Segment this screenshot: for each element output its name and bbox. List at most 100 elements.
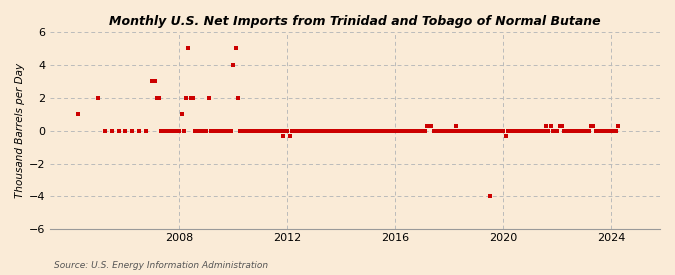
Point <box>572 128 583 133</box>
Point <box>439 128 450 133</box>
Point <box>208 128 219 133</box>
Point <box>107 128 117 133</box>
Point <box>294 128 304 133</box>
Point <box>287 128 298 133</box>
Point <box>226 128 237 133</box>
Point <box>599 128 610 133</box>
Point <box>206 128 217 133</box>
Point <box>518 128 529 133</box>
Point <box>527 128 538 133</box>
Point <box>395 128 406 133</box>
Point <box>537 128 547 133</box>
Point <box>181 95 192 100</box>
Point <box>591 128 601 133</box>
Point <box>491 128 502 133</box>
Point <box>462 128 473 133</box>
Text: Source: U.S. Energy Information Administration: Source: U.S. Energy Information Administ… <box>54 260 268 270</box>
Point <box>446 128 457 133</box>
Point <box>165 128 176 133</box>
Point <box>520 128 531 133</box>
Point <box>543 128 554 133</box>
Point <box>314 128 325 133</box>
Point <box>437 128 448 133</box>
Point <box>190 128 200 133</box>
Point <box>331 128 342 133</box>
Point <box>552 128 563 133</box>
Point <box>406 128 416 133</box>
Point <box>525 128 536 133</box>
Point <box>127 128 138 133</box>
Point <box>568 128 578 133</box>
Point <box>161 128 171 133</box>
Point <box>554 123 565 128</box>
Point <box>354 128 365 133</box>
Point <box>134 128 144 133</box>
Point <box>336 128 347 133</box>
Point <box>408 128 419 133</box>
Point <box>507 128 518 133</box>
Point <box>489 128 500 133</box>
Point <box>419 128 430 133</box>
Point <box>493 128 504 133</box>
Point <box>264 128 275 133</box>
Point <box>120 128 131 133</box>
Point <box>275 128 286 133</box>
Point <box>496 128 507 133</box>
Point <box>156 128 167 133</box>
Point <box>557 123 568 128</box>
Point <box>228 63 239 67</box>
Point <box>375 128 385 133</box>
Point <box>433 128 443 133</box>
Point <box>498 128 509 133</box>
Point <box>593 128 603 133</box>
Point <box>483 128 493 133</box>
Point <box>601 128 612 133</box>
Point <box>93 95 104 100</box>
Point <box>159 128 169 133</box>
Point <box>213 128 223 133</box>
Point <box>327 128 338 133</box>
Point <box>545 123 556 128</box>
Point <box>487 128 497 133</box>
Point <box>385 128 396 133</box>
Point <box>388 128 399 133</box>
Point <box>453 128 464 133</box>
Point <box>233 95 244 100</box>
Point <box>431 128 441 133</box>
Point <box>588 123 599 128</box>
Point <box>402 128 412 133</box>
Point <box>566 128 576 133</box>
Point <box>381 128 392 133</box>
Point <box>473 128 484 133</box>
Point <box>291 128 302 133</box>
Point <box>296 128 306 133</box>
Point <box>559 128 570 133</box>
Point <box>176 112 187 116</box>
Point <box>230 46 241 51</box>
Point <box>329 128 340 133</box>
Title: Monthly U.S. Net Imports from Trinidad and Tobago of Normal Butane: Monthly U.S. Net Imports from Trinidad a… <box>109 15 601 28</box>
Point <box>532 128 543 133</box>
Point <box>217 128 227 133</box>
Point <box>503 128 514 133</box>
Point <box>390 128 401 133</box>
Point <box>429 128 439 133</box>
Point <box>242 128 252 133</box>
Point <box>606 128 617 133</box>
Point <box>196 128 207 133</box>
Point <box>597 128 608 133</box>
Point <box>298 128 308 133</box>
Point <box>577 128 588 133</box>
Point <box>464 128 475 133</box>
Point <box>460 128 470 133</box>
Point <box>350 128 360 133</box>
Point <box>163 128 173 133</box>
Point <box>199 128 210 133</box>
Point <box>338 128 349 133</box>
Point <box>530 128 541 133</box>
Point <box>561 128 572 133</box>
Point <box>323 128 333 133</box>
Y-axis label: Thousand Barrels per Day: Thousand Barrels per Day <box>15 63 25 198</box>
Point <box>595 128 605 133</box>
Point <box>235 128 246 133</box>
